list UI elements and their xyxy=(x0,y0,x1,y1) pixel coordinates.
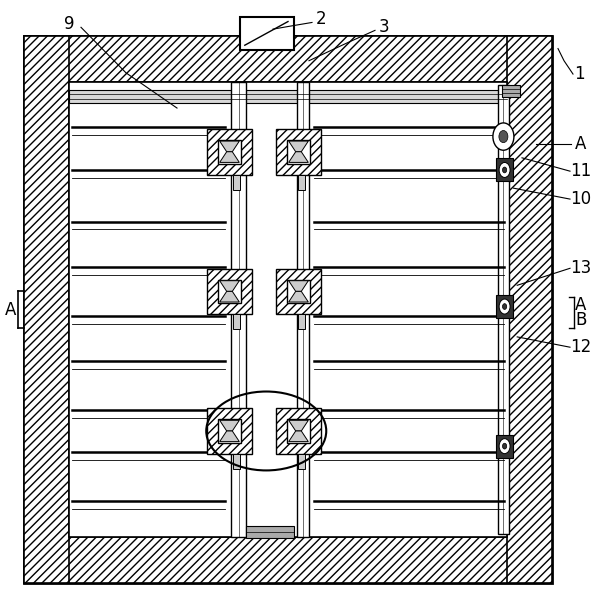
Polygon shape xyxy=(220,420,239,431)
Bar xyxy=(276,129,321,175)
Ellipse shape xyxy=(499,439,510,453)
Bar xyxy=(69,82,507,537)
Bar xyxy=(298,454,305,469)
Text: 12: 12 xyxy=(570,338,592,356)
Ellipse shape xyxy=(502,304,506,310)
Bar xyxy=(24,36,552,583)
Polygon shape xyxy=(289,141,308,152)
Polygon shape xyxy=(220,431,239,442)
Bar xyxy=(298,314,305,329)
Ellipse shape xyxy=(502,443,506,449)
Polygon shape xyxy=(220,280,239,291)
Bar xyxy=(24,36,69,583)
Text: 3: 3 xyxy=(379,18,389,36)
Polygon shape xyxy=(289,420,308,431)
Bar xyxy=(231,82,246,537)
Bar xyxy=(287,419,310,443)
Bar xyxy=(498,85,509,534)
Bar xyxy=(207,408,252,454)
Bar xyxy=(496,435,513,458)
Ellipse shape xyxy=(499,299,510,314)
Polygon shape xyxy=(220,141,239,152)
Bar xyxy=(218,279,241,303)
Text: A: A xyxy=(5,300,16,319)
Bar xyxy=(297,82,309,537)
Ellipse shape xyxy=(502,167,506,173)
Bar xyxy=(287,140,310,163)
Text: 10: 10 xyxy=(570,190,592,208)
Bar xyxy=(233,454,240,469)
Bar xyxy=(276,408,321,454)
Bar xyxy=(287,279,310,303)
Text: 11: 11 xyxy=(570,162,592,180)
Bar xyxy=(218,140,241,163)
Bar xyxy=(24,36,552,82)
Bar xyxy=(240,16,294,50)
Bar xyxy=(207,129,252,175)
Bar xyxy=(507,36,552,583)
Text: 2: 2 xyxy=(316,10,326,29)
Bar xyxy=(233,314,240,329)
Text: B: B xyxy=(575,311,586,329)
Bar xyxy=(69,90,507,103)
Bar xyxy=(207,268,252,314)
Bar xyxy=(276,268,321,314)
Text: A: A xyxy=(575,135,586,154)
Polygon shape xyxy=(289,291,308,302)
Bar xyxy=(496,295,513,318)
Text: A: A xyxy=(575,296,586,314)
Text: 13: 13 xyxy=(570,259,592,277)
Ellipse shape xyxy=(499,131,508,143)
Ellipse shape xyxy=(493,123,514,151)
Bar xyxy=(502,85,520,97)
Bar xyxy=(496,158,513,181)
Bar xyxy=(218,419,241,443)
Polygon shape xyxy=(220,152,239,163)
Bar xyxy=(298,175,305,189)
Polygon shape xyxy=(220,291,239,302)
Text: 1: 1 xyxy=(574,65,584,83)
Bar xyxy=(24,537,552,583)
Polygon shape xyxy=(289,431,308,442)
Polygon shape xyxy=(289,280,308,291)
Ellipse shape xyxy=(499,163,510,177)
Polygon shape xyxy=(289,152,308,163)
Bar xyxy=(246,526,294,538)
Bar xyxy=(233,175,240,189)
Text: 9: 9 xyxy=(64,15,74,33)
